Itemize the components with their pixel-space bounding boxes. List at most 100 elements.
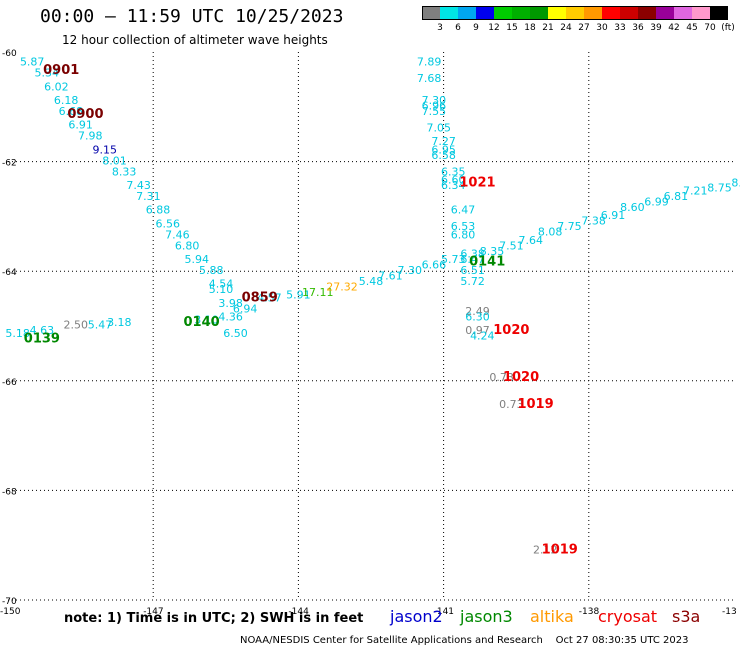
colorbar-label: 45 [686,23,698,33]
swh-value: 6.91 [601,209,626,222]
colorbar-label: 6 [455,23,461,33]
colorbar-swatch [476,6,494,20]
colorbar-swatch [548,6,566,20]
swh-value: 6.51 [460,264,485,277]
swh-value: 6.68 [59,105,84,118]
swh-value: 7.46 [165,228,190,241]
pass-time-label: 0141 [469,255,505,270]
lon-tick-label: -144 [288,607,309,617]
swh-value: 3.98 [218,297,243,310]
swh-value: 0.73 [499,398,524,411]
swh-value: 6.66 [422,258,447,271]
swh-value: 7.64 [518,234,543,247]
lat-tick-label: -60 [2,49,17,59]
colorbar-swatch [440,6,458,20]
swh-value: 7.55 [422,105,447,118]
swh-value: 7.61 [378,269,403,282]
swh-value: 5.91 [286,289,311,302]
swh-value: 0.73 [489,371,514,384]
colorbar-label: 3 [437,23,443,33]
colorbar-swatch [422,6,440,20]
swh-value: 7.68 [417,72,442,85]
swh-value: 6.95 [431,143,456,156]
lat-tick-label: -62 [2,159,17,169]
swh-value: 8.75 [707,182,732,195]
lat-tick-label: -66 [2,378,17,388]
colorbar-label: 36 [632,23,644,33]
colorbar-label: 70 [704,23,716,33]
swh-value: 5.87 [20,56,45,69]
swh-value: 7.05 [427,121,452,134]
swh-value: 4.24 [470,330,495,343]
colorbar-label: 30 [596,23,608,33]
swh-value: 9.15 [93,143,118,156]
pass-time-label: 1019 [542,542,578,557]
map-title: 00:00 – 11:59 UTC 10/25/2023 [40,6,344,27]
swh-value: 6.50 [223,327,248,340]
swh-value: 8.31 [731,176,740,189]
swh-value: 2.12 [533,543,558,556]
swh-value: 6.34 [441,179,466,192]
map-subtitle: 12 hour collection of altimeter wave hei… [62,33,328,47]
colorbar-label: 33 [614,23,626,33]
colorbar-label: 24 [560,23,572,33]
swh-value: 8.60 [620,201,645,214]
swh-value: 6.02 [44,80,69,93]
swh-value: 7.27 [431,135,456,148]
legend-cryosat: cryosat [598,607,658,626]
colorbar-swatch [530,6,548,20]
colorbar-label: 39 [650,23,662,33]
swh-value: 6.47 [460,253,485,266]
swh-value: 7.21 [683,184,708,197]
colorbar-label: 42 [668,23,680,33]
swh-value: 7.75 [557,220,582,233]
lon-tick-label: -13 [722,607,737,617]
swh-value: 4.54 [209,278,234,291]
swh-value: 6.60 [441,174,466,187]
swh-value: 7.43 [126,179,151,192]
lat-tick-label: -68 [2,487,17,497]
pass-time-label: 1019 [517,397,553,412]
swh-value: 8.01 [102,154,127,167]
colorbar-swatch [566,6,584,20]
colorbar-swatch [458,6,476,20]
legend-jason3: jason3 [460,607,513,626]
colorbar-swatch [584,6,602,20]
swh-value: 4.36 [218,311,243,324]
swh-value: 6.38 [460,248,485,261]
pass-time-label: 1020 [493,323,529,338]
pass-time-label: 0901 [43,63,79,78]
swh-value: 5.94 [185,253,210,266]
colorbar-swatch [638,6,656,20]
legend-jason2: jason2 [390,607,443,626]
colorbar-label: 15 [506,23,518,33]
lat-tick-label: -64 [2,268,17,278]
pass-time-label: 1020 [503,370,539,385]
swh-value: 8.35 [480,245,505,258]
swh-value: 6.35 [441,165,466,178]
colorbar-swatch [692,6,710,20]
lon-tick-label: -150 [0,607,21,617]
swh-value: 5.18 [5,327,30,340]
swh-value: 6.91 [68,119,93,132]
colorbar-swatch [710,6,728,20]
swh-value: 6.56 [155,217,180,230]
legend-s3a: s3a [672,607,701,626]
swh-value: 17.11 [302,286,334,299]
lon-tick-label: -147 [143,607,163,617]
swh-value: 5.10 [209,283,234,296]
lon-tick-label: -141 [434,607,454,617]
pass-time-label: 0900 [67,107,103,122]
colorbar-label: 27 [578,23,590,33]
swh-value: 2.49 [465,305,490,318]
credit-line: NOAA/NESDIS Center for Satellite Applica… [240,635,689,646]
swh-value: 3.10 [194,313,219,326]
swh-value: 4.63 [30,324,55,337]
colorbar-swatch [602,6,620,20]
swh-value: 7.38 [581,215,606,228]
colorbar-swatch [494,6,512,20]
colorbar-label: 12 [488,23,500,33]
swh-value: 7.31 [136,190,161,203]
colorbar-frame [422,6,728,20]
